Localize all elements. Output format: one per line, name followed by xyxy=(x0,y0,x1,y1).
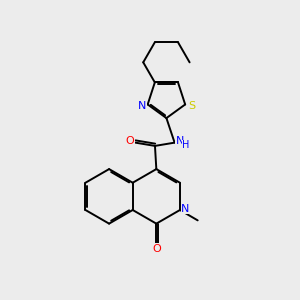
Text: N: N xyxy=(137,101,146,111)
Text: H: H xyxy=(182,140,190,150)
Text: N: N xyxy=(176,136,184,146)
Text: O: O xyxy=(152,244,161,254)
Text: S: S xyxy=(188,101,196,111)
Text: N: N xyxy=(181,204,190,214)
Text: O: O xyxy=(125,136,134,146)
